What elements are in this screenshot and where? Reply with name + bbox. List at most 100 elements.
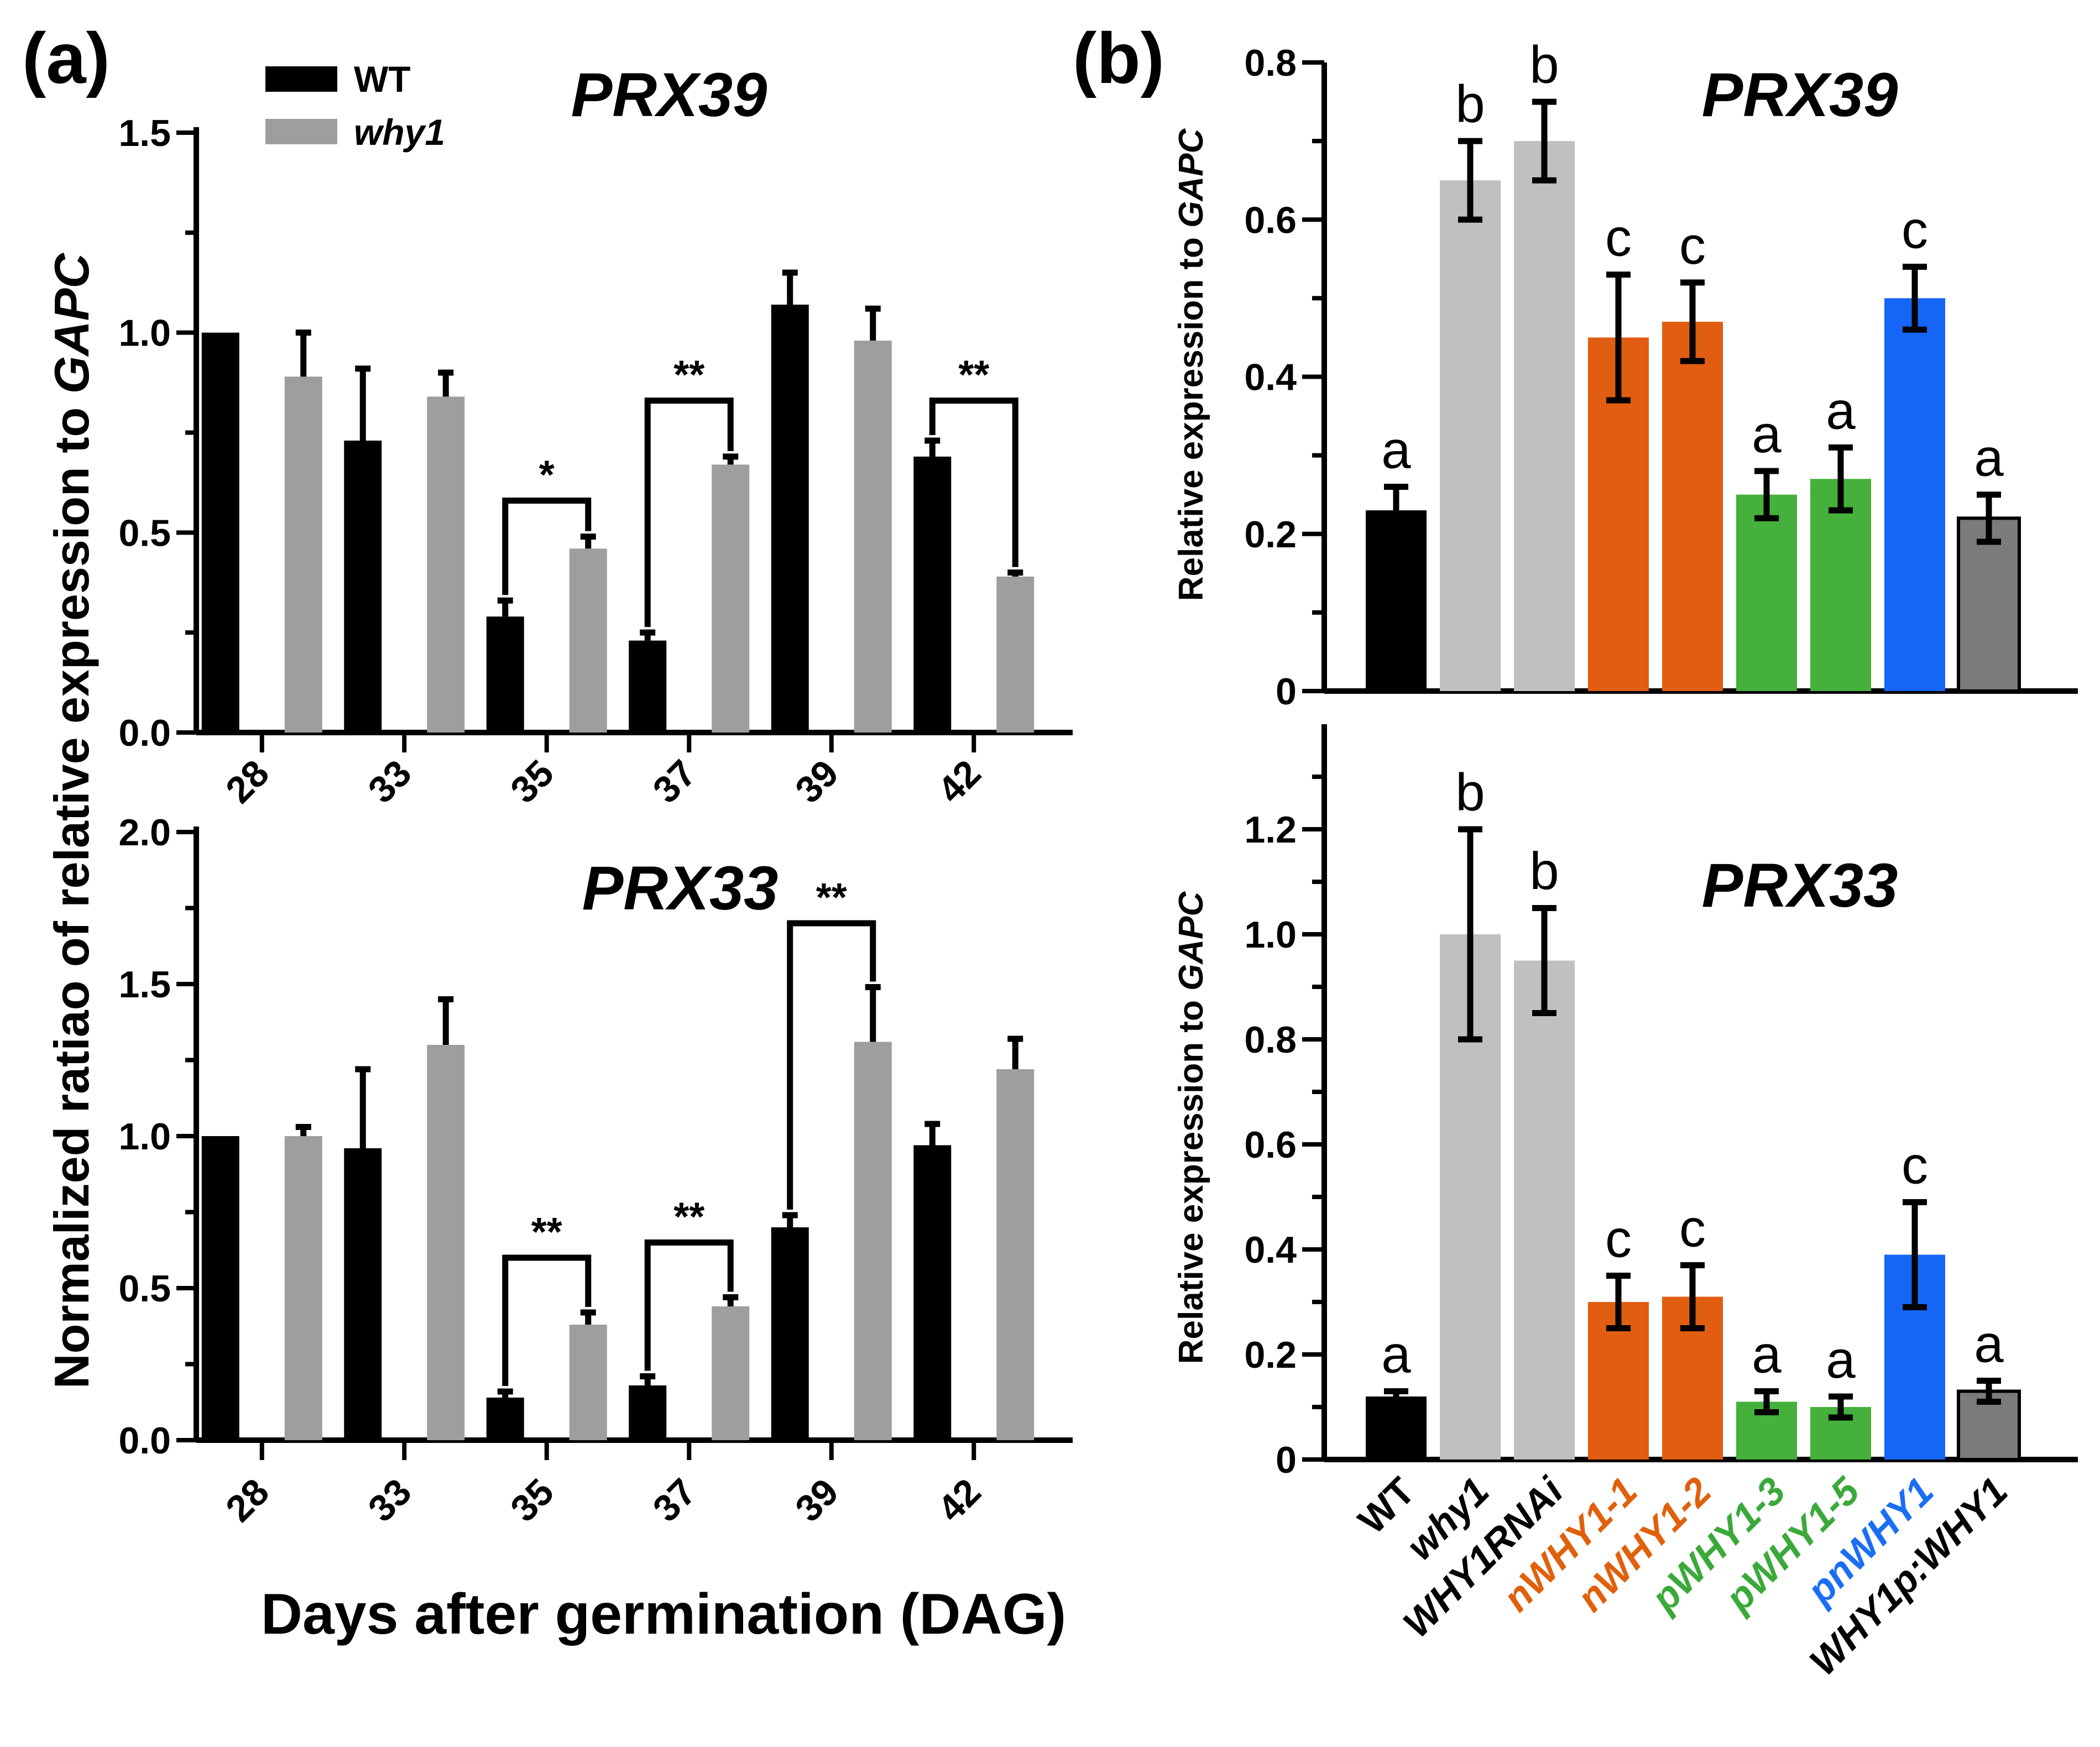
bar-why1-28 xyxy=(284,376,322,733)
y-tick-label: 0.5 xyxy=(118,1268,171,1310)
significance-bracket xyxy=(787,920,876,1210)
x-tick-label: 28 xyxy=(218,752,277,811)
bar-nWHY1-2 xyxy=(1662,322,1723,691)
y-tick-label: 0.4 xyxy=(1244,1229,1297,1271)
bar-wt-39 xyxy=(771,305,809,733)
chart-title: PRX33 xyxy=(582,854,779,923)
chart-b-prx33: 00.20.40.60.81.01.2PRX33aWTbwhy1bWHY1RNA… xyxy=(1244,724,2078,1683)
x-tick-label: 33 xyxy=(360,752,419,811)
bar-why1-33 xyxy=(427,396,465,733)
y-tick-label: 0 xyxy=(1276,671,1297,713)
bar-why1-28 xyxy=(284,1136,322,1440)
bar-wt-37 xyxy=(629,1385,667,1440)
y-tick-label: 0.6 xyxy=(1244,1124,1297,1166)
significance-letter: c xyxy=(1902,201,1928,260)
chart-title: PRX33 xyxy=(1702,851,1898,920)
significance-bracket xyxy=(644,1239,734,1371)
y-tick-label: 0.2 xyxy=(1244,1334,1297,1376)
panel-b-bottom-y-axis-label: Relative expression to GAPC xyxy=(1172,891,1210,1364)
y-tick-label: 0.0 xyxy=(118,1420,171,1462)
bar-why1-39 xyxy=(854,341,892,733)
bar-wt-37 xyxy=(629,640,667,733)
x-tick-label: 37 xyxy=(645,1471,704,1530)
y-tick-label: 1.0 xyxy=(118,312,171,354)
bar-why1-33 xyxy=(427,1045,465,1440)
legend-label-wt: WT xyxy=(354,59,411,100)
bar-why1 xyxy=(1440,180,1501,691)
panel-b-top-y-axis-label-gene: GAPC xyxy=(1172,128,1210,228)
y-tick-label: 1.5 xyxy=(118,112,171,154)
x-tick-label: 42 xyxy=(929,752,989,811)
legend-label-why1: why1 xyxy=(354,112,445,153)
y-tick-label: 0 xyxy=(1276,1439,1297,1481)
bar-WT xyxy=(1366,1396,1427,1460)
significance-letter: c xyxy=(1679,1199,1706,1258)
significance-letter: b xyxy=(1529,35,1559,95)
significance-bracket xyxy=(502,1254,592,1386)
bar-wt-42 xyxy=(913,1145,952,1440)
significance-letter: a xyxy=(1826,1330,1856,1389)
significance-label: ** xyxy=(673,1195,704,1239)
significance-label: * xyxy=(539,453,555,497)
y-tick-label: 1.0 xyxy=(1244,914,1297,956)
panel-a-x-axis-title: Days after germination (DAG) xyxy=(261,1582,1066,1646)
significance-bracket xyxy=(644,397,734,627)
significance-letter: a xyxy=(1974,1315,2004,1374)
x-tick-label: 28 xyxy=(218,1471,277,1530)
significance-letter: c xyxy=(1902,1136,1928,1195)
x-tick-label: 33 xyxy=(360,1471,419,1530)
bar-pWHY1-5 xyxy=(1810,479,1871,691)
panel-b-bottom-y-axis-label-gene: GAPC xyxy=(1172,891,1210,991)
x-tick-label: 42 xyxy=(929,1471,989,1530)
y-tick-label: 1.5 xyxy=(118,964,171,1006)
bar-why1-37 xyxy=(712,1306,750,1440)
panel-label-a: (a) xyxy=(22,18,110,98)
bar-why1-35 xyxy=(569,1325,607,1440)
bar-wt-28 xyxy=(201,332,239,733)
y-tick-label: 0.0 xyxy=(118,712,171,754)
panel-b-top-y-axis-label-text: Relative expression to xyxy=(1172,228,1210,601)
x-tick-label: 39 xyxy=(787,1471,847,1530)
bar-why1-37 xyxy=(712,464,750,733)
bar-WHY1RNAi xyxy=(1514,960,1575,1460)
bar-wt-42 xyxy=(913,456,952,733)
significance-letter: c xyxy=(1605,1210,1632,1269)
panel-a-y-axis-label: Normalized ratiao of relative expression… xyxy=(44,253,99,1389)
bar-wt-33 xyxy=(344,440,382,733)
x-tick-label: 39 xyxy=(787,752,847,811)
chart-title: PRX39 xyxy=(571,60,767,129)
legend-swatch-wt xyxy=(265,66,337,92)
significance-bracket xyxy=(929,397,1018,567)
bar-wt-35 xyxy=(486,1398,524,1440)
significance-bracket xyxy=(502,497,592,595)
panel-a-y-axis-label-gene: GAPC xyxy=(44,253,99,394)
bar-wt-35 xyxy=(486,616,524,733)
bar-why1-42 xyxy=(996,1069,1035,1440)
significance-letter: b xyxy=(1455,75,1485,134)
bar-WHY1RNAi xyxy=(1514,141,1575,691)
legend: WT why1 xyxy=(265,59,445,153)
significance-label: ** xyxy=(816,876,847,920)
y-tick-label: 2.0 xyxy=(118,812,171,854)
significance-letter: a xyxy=(1974,428,2004,488)
significance-label: ** xyxy=(673,353,704,397)
significance-letter: a xyxy=(1752,1325,1782,1384)
bar-pnWHY1 xyxy=(1884,298,1945,691)
bar-wt-28 xyxy=(201,1136,239,1440)
y-tick-label: 0.4 xyxy=(1244,357,1297,399)
significance-letter: a xyxy=(1826,381,1856,440)
bar-pWHY1-3 xyxy=(1736,494,1797,691)
x-tick-label: 35 xyxy=(503,1471,562,1530)
bar-wt-39 xyxy=(771,1227,809,1440)
panel-label-b: (b) xyxy=(1073,18,1164,98)
panel-b-bottom-y-axis-label-text: Relative expression to xyxy=(1172,991,1210,1364)
panel-a-y-axis-label-text: Normalized ratiao of relative expression… xyxy=(44,394,99,1389)
significance-label: ** xyxy=(531,1210,562,1254)
y-tick-label: 1.2 xyxy=(1244,809,1297,851)
y-tick-label: 0.8 xyxy=(1244,1019,1297,1061)
x-tick-label: 37 xyxy=(645,752,704,811)
significance-letter: b xyxy=(1455,763,1485,822)
